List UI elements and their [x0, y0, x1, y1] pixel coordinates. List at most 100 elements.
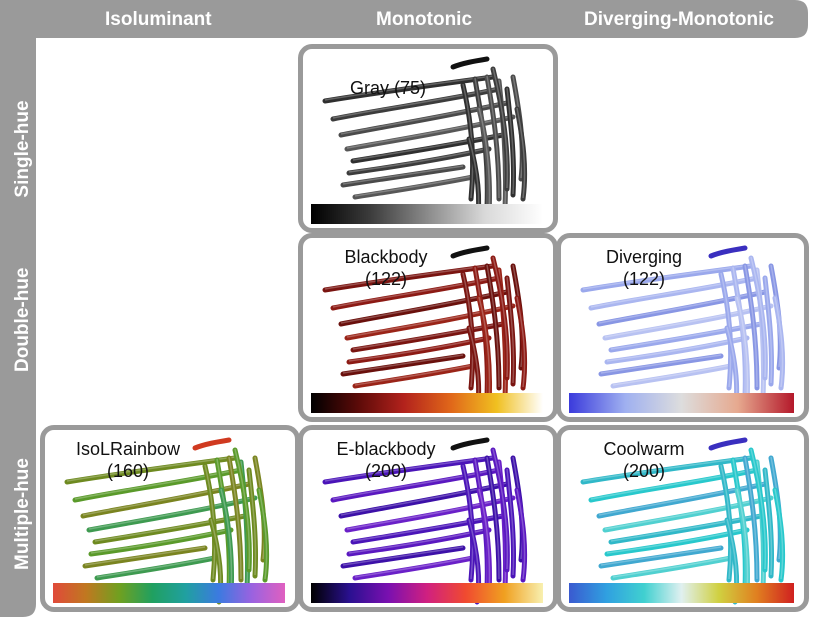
streamline-highlight — [354, 175, 474, 197]
streamline-highlight — [582, 264, 752, 290]
streamline-highlight — [324, 456, 494, 482]
streamline-tube — [476, 106, 493, 218]
streamline-tube — [476, 295, 493, 407]
panel-blackbody: Blackbody (122) — [298, 233, 558, 422]
streamline-highlight — [492, 448, 509, 570]
panel-title: Gray (75)(75) — [333, 77, 443, 99]
streamline-highlight — [342, 546, 464, 566]
panel-eblackbody: E-blackbody (200) — [298, 425, 558, 612]
panel-isolrainbow: IsoLRainbow (160) — [40, 425, 300, 612]
streamline-tube — [610, 555, 734, 581]
streamline-tube — [226, 455, 244, 583]
streamline-tube — [742, 455, 760, 583]
panel-title: Coolwarm (200) — [579, 438, 709, 482]
streamline-highlight — [486, 264, 500, 388]
streamline-highlight — [736, 296, 749, 404]
accent-strand — [708, 437, 748, 451]
panel-title: Blackbody (122) — [321, 246, 451, 290]
streamline-tube — [596, 481, 768, 519]
streamline-tube — [322, 455, 496, 485]
panel-title: E-blackbody (200) — [321, 438, 451, 482]
streamline-tube — [338, 481, 510, 519]
streamline-tube — [64, 455, 238, 485]
streamline-highlight — [612, 364, 732, 386]
colorbar-blackbody — [311, 393, 543, 413]
streamline-tube — [504, 275, 517, 387]
colormap-name: Blackbody — [344, 247, 428, 267]
streamline-highlight — [342, 354, 464, 374]
streamline-highlight — [492, 256, 509, 378]
streamline-tube — [256, 487, 270, 583]
streamline-highlight — [354, 556, 474, 578]
accent-strand — [708, 245, 748, 259]
streamline-render — [64, 437, 270, 605]
streamline-tube — [82, 545, 208, 569]
colorbar-diverging — [569, 393, 794, 413]
streamline-highlight — [66, 456, 236, 482]
streamline-tube — [504, 86, 517, 198]
accent-strand — [450, 245, 490, 259]
colormap-count: (122) — [622, 269, 666, 289]
streamline-tube — [598, 545, 724, 569]
streamline-highlight — [234, 448, 251, 570]
streamline-highlight — [228, 456, 242, 580]
column-header-monotonic: Monotonic — [376, 9, 473, 30]
streamline-tube — [352, 174, 476, 200]
streamline-highlight — [774, 488, 784, 580]
colormap-name: Gray (75) — [349, 78, 427, 98]
streamline-highlight — [516, 107, 526, 199]
streamline-tube — [514, 295, 528, 391]
streamline-highlight — [582, 456, 752, 482]
streamline-tube — [246, 467, 259, 579]
streamline-highlight — [352, 514, 504, 542]
streamline-tube — [580, 455, 754, 485]
streamline-tube — [490, 447, 510, 573]
streamline-highlight — [340, 101, 508, 135]
streamline-highlight — [324, 264, 494, 290]
streamline-highlight — [248, 468, 257, 576]
streamline-tube — [514, 106, 528, 202]
streamline-highlight — [354, 364, 474, 386]
streamline-tube — [762, 467, 775, 579]
streamline-highlight — [600, 354, 722, 374]
streamline-highlight — [612, 556, 732, 578]
colormap-count: (160) — [106, 461, 150, 481]
colorbar-eblackbody — [311, 583, 543, 603]
row-header-single-hue: Single-hue — [12, 100, 33, 198]
streamline-tube — [232, 447, 252, 573]
streamline-tube — [338, 100, 510, 138]
streamline-tube — [484, 263, 502, 391]
streamline-tube — [734, 295, 751, 407]
streamline-highlight — [506, 276, 515, 384]
streamline-highlight — [478, 107, 491, 215]
streamline-highlight — [352, 133, 504, 161]
streamline-highlight — [598, 482, 766, 516]
streamline-tube — [490, 255, 510, 381]
streamline-highlight — [342, 165, 464, 185]
streamline-tube — [490, 66, 510, 192]
colorbar-coolwarm — [569, 583, 794, 603]
streamline-render — [580, 245, 786, 413]
panel-diverging: Diverging (122) — [556, 233, 809, 422]
streamline-highlight — [764, 276, 773, 384]
streamline-tube — [580, 263, 754, 293]
streamline-tube — [748, 447, 768, 573]
streamline-tube — [514, 487, 528, 583]
streamline-highlight — [750, 256, 767, 378]
streamline-highlight — [744, 264, 758, 388]
streamline-highlight — [744, 456, 758, 580]
colormap-name: IsoLRainbow — [75, 439, 181, 459]
streamline-tube — [484, 455, 502, 583]
panel-title: IsoLRainbow (160) — [63, 438, 193, 482]
streamline-highlight — [610, 514, 762, 542]
accent-strand — [450, 56, 490, 70]
streamline-highlight — [764, 468, 773, 576]
streamline-highlight — [506, 468, 515, 576]
colormap-name: Coolwarm — [603, 439, 685, 459]
streamline-highlight — [478, 296, 491, 404]
streamline-tube — [598, 353, 724, 377]
streamline-highlight — [774, 296, 784, 388]
streamline-tube — [338, 289, 510, 327]
streamline-highlight — [94, 514, 246, 542]
streamline-tube — [742, 263, 760, 391]
